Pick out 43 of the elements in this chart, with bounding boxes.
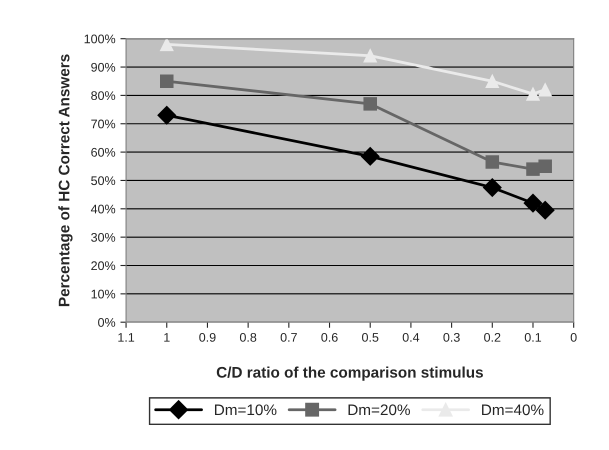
x-tick-label: 0.8	[240, 332, 256, 342]
x-tick-label: 0.9	[199, 332, 216, 342]
x-tick-label: 0.4	[402, 332, 420, 342]
x-tick-label: 1.1	[118, 333, 134, 342]
x-tick-label: 1	[164, 333, 170, 342]
point	[363, 48, 377, 62]
y-tick-label: 50%	[91, 176, 116, 186]
point	[536, 200, 555, 220]
x-axis-title: C/D ratio of the comparison stimulus	[216, 366, 483, 381]
point	[363, 97, 377, 111]
point	[486, 155, 500, 169]
x-tick-label: 0.1	[524, 332, 542, 342]
y-tick-label: 100%	[84, 34, 116, 44]
point	[524, 194, 542, 212]
x-tick-label: 0.5	[362, 332, 378, 342]
y-tick-label: 90%	[91, 62, 116, 72]
legend-label: Dm=20%	[348, 404, 410, 416]
x-tick-label: 0.6	[321, 332, 338, 342]
point	[160, 38, 174, 52]
point	[538, 160, 552, 174]
legend-label: Dm=10%	[214, 404, 276, 416]
y-tick-label: 30%	[91, 232, 116, 242]
x-tick-label: 0.3	[443, 332, 460, 342]
y-tick-label: 70%	[91, 120, 116, 128]
x-tick-label: 0	[570, 332, 577, 342]
y-tick-label: 60%	[91, 148, 116, 157]
point	[538, 82, 552, 96]
point	[486, 74, 500, 88]
y-tick-label: 10%	[92, 290, 116, 298]
y-tick-label: 20%	[91, 261, 116, 270]
point	[526, 162, 540, 176]
y-tick-label: 0%	[98, 318, 116, 327]
point	[157, 106, 176, 125]
x-tick-label: 0.2	[484, 332, 500, 342]
point	[526, 87, 540, 101]
point	[160, 74, 174, 88]
y-axis-title: Percentage of HC Correct Answers	[58, 54, 73, 306]
point	[360, 146, 380, 166]
y-tick-label: 80%	[91, 91, 116, 100]
x-tick-label: 0.7	[280, 332, 297, 342]
y-tick-label: 40%	[90, 204, 116, 214]
point	[482, 178, 502, 197]
legend-label: Dm=40%	[482, 404, 544, 416]
